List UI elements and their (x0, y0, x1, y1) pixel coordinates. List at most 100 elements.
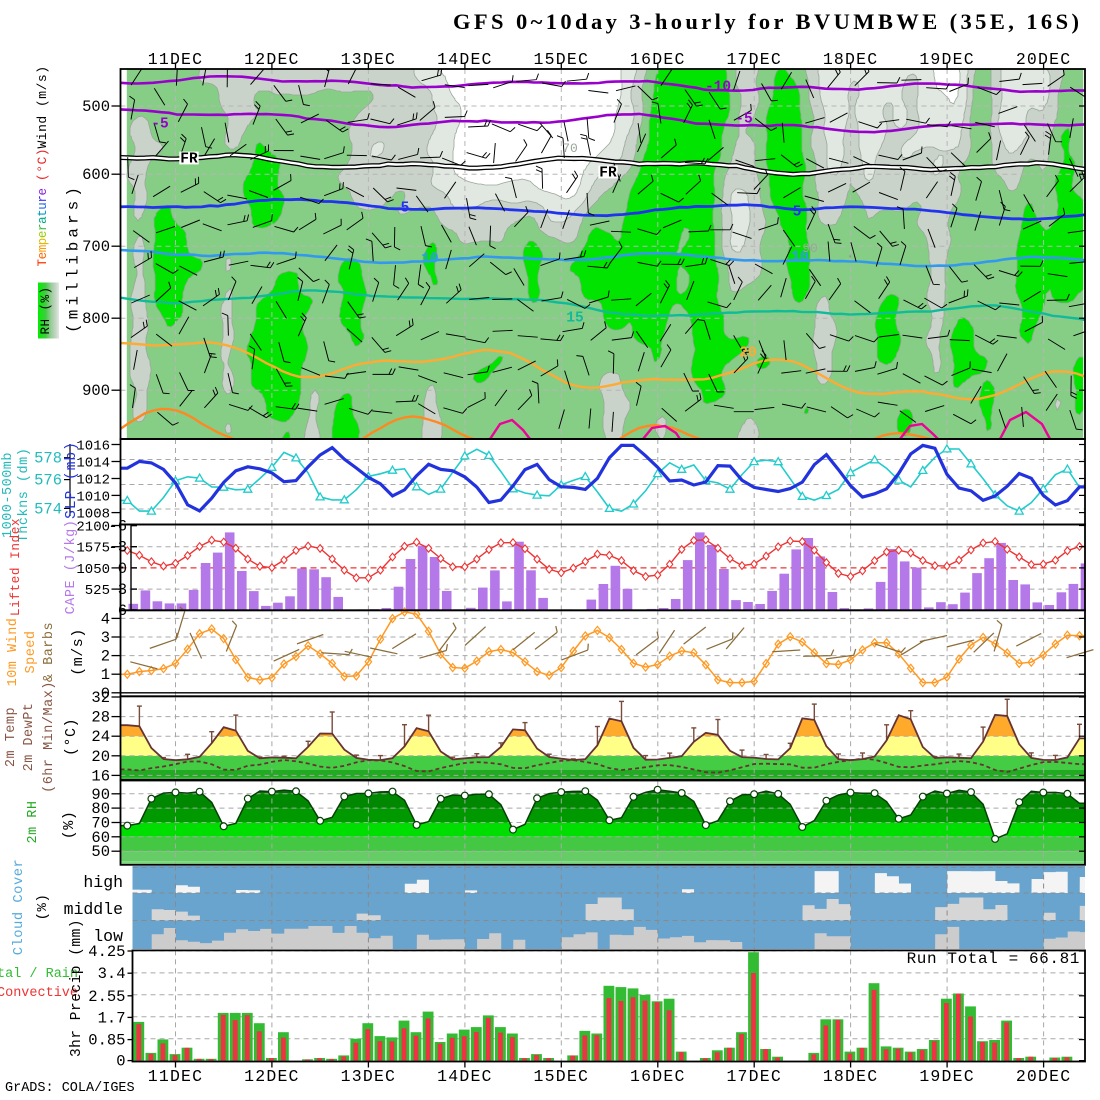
svg-text:70: 70 (91, 815, 110, 833)
svg-text:800: 800 (82, 310, 110, 328)
svg-text:(6hr Min/Max): (6hr Min/Max) (42, 681, 57, 793)
svg-text:90: 90 (91, 786, 110, 804)
svg-text:14DEC: 14DEC (437, 1067, 493, 1086)
svg-text:a: a (36, 216, 50, 224)
svg-text:(m/s): (m/s) (70, 628, 87, 676)
svg-text:10m Wind: 10m Wind (6, 618, 21, 687)
svg-text:574: 574 (34, 500, 62, 518)
svg-text:32: 32 (91, 689, 110, 707)
svg-text:60: 60 (91, 829, 110, 847)
svg-text:Wind (m/s): Wind (m/s) (35, 65, 50, 148)
svg-text:15DEC: 15DEC (534, 50, 590, 69)
svg-text:0: 0 (116, 1053, 125, 1071)
svg-text:2: 2 (101, 648, 110, 666)
svg-text:3.4: 3.4 (98, 965, 126, 983)
svg-text:r: r (36, 223, 50, 231)
svg-text:2.55: 2.55 (88, 988, 125, 1006)
svg-text:900: 900 (82, 382, 110, 400)
svg-text:15: 15 (566, 311, 583, 327)
svg-text:1010: 1010 (76, 489, 110, 505)
svg-text:(°C): (°C) (63, 718, 80, 756)
svg-text:T: T (36, 258, 50, 266)
svg-text:16: 16 (91, 767, 110, 785)
svg-text:4: 4 (101, 610, 110, 628)
svg-text:GFS 0~10day 3-hourly for BVUMB: GFS 0~10day 3-hourly for BVUMBWE (35E, 1… (453, 9, 1082, 34)
svg-text:12DEC: 12DEC (244, 50, 300, 69)
svg-text:-10: -10 (705, 80, 731, 96)
svg-text:18DEC: 18DEC (823, 50, 879, 69)
svg-text:CAPE (J/kg): CAPE (J/kg) (64, 520, 79, 615)
svg-text:11DEC: 11DEC (148, 50, 204, 69)
svg-text:19DEC: 19DEC (919, 50, 975, 69)
svg-text:e: e (36, 230, 50, 238)
svg-text:20: 20 (91, 748, 110, 766)
svg-text:t: t (36, 209, 50, 217)
svg-text:& Barbs: & Barbs (42, 622, 57, 682)
svg-text:2m Temp: 2m Temp (4, 707, 19, 767)
svg-text:-5: -5 (151, 117, 168, 133)
svg-text:70: 70 (562, 141, 578, 156)
svg-text:SLP (mb): SLP (mb) (64, 441, 80, 519)
svg-text:3hr Precip (mm): 3hr Precip (mm) (69, 919, 85, 1057)
svg-text:24: 24 (91, 728, 110, 746)
svg-text:0.85: 0.85 (88, 1032, 125, 1050)
svg-text:18DEC: 18DEC (823, 1067, 879, 1086)
svg-text:13DEC: 13DEC (341, 50, 397, 69)
svg-text:u: u (36, 202, 50, 210)
svg-text:1.7: 1.7 (98, 1009, 126, 1027)
svg-text:1000-500mb: 1000-500mb (1, 452, 16, 538)
svg-text:FR: FR (180, 152, 198, 168)
svg-text:tal / Rain: tal / Rain (0, 967, 78, 982)
svg-text:middle: middle (64, 900, 123, 919)
svg-text:3: 3 (101, 629, 110, 647)
svg-text:p: p (36, 237, 50, 245)
svg-text:low: low (93, 927, 123, 946)
svg-text:4.25: 4.25 (88, 943, 125, 961)
svg-text:20: 20 (739, 346, 756, 362)
svg-text:1012: 1012 (76, 473, 110, 489)
svg-text:e: e (36, 251, 50, 259)
svg-text:20DEC: 20DEC (1016, 50, 1072, 69)
svg-text:Speed: Speed (24, 630, 39, 673)
svg-text:578: 578 (34, 450, 62, 468)
svg-text:14DEC: 14DEC (437, 50, 493, 69)
svg-text:1016: 1016 (76, 439, 110, 455)
svg-text:FR: FR (599, 166, 617, 182)
svg-text:600: 600 (82, 166, 110, 184)
svg-text:28: 28 (91, 709, 110, 727)
svg-text:16DEC: 16DEC (630, 50, 686, 69)
svg-text:6: 6 (118, 602, 127, 620)
svg-text:500: 500 (82, 98, 110, 116)
svg-text:1014: 1014 (76, 456, 110, 472)
svg-text:m: m (36, 244, 50, 252)
svg-text:r: r (36, 195, 50, 203)
svg-text:Lifted Index: Lifted Index (8, 518, 23, 616)
svg-text:19DEC: 19DEC (919, 1067, 975, 1086)
svg-text:11DEC: 11DEC (148, 1067, 204, 1086)
svg-text:-6: -6 (108, 518, 127, 536)
svg-text:1575: 1575 (76, 541, 110, 557)
svg-text:1050: 1050 (76, 562, 110, 578)
svg-text:0: 0 (118, 560, 127, 578)
svg-text:2100: 2100 (76, 520, 110, 536)
svg-text:90: 90 (802, 241, 818, 256)
svg-text:12DEC: 12DEC (244, 1067, 300, 1086)
svg-text:-3: -3 (108, 539, 127, 557)
svg-text:(°C): (°C) (35, 148, 50, 181)
svg-text:700: 700 (82, 238, 110, 256)
svg-text:3: 3 (118, 581, 127, 599)
svg-text:1008: 1008 (76, 507, 110, 523)
svg-text:(%): (%) (35, 894, 51, 921)
svg-text:high: high (83, 873, 123, 892)
svg-text:Convective: Convective (0, 986, 78, 1001)
svg-text:525: 525 (85, 583, 110, 599)
svg-text:5: 5 (793, 205, 802, 221)
svg-text:10: 10 (421, 252, 438, 268)
svg-text:Cloud Cover: Cloud Cover (11, 859, 27, 956)
svg-text:2m DewPt: 2m DewPt (22, 703, 37, 772)
svg-text:10: 10 (791, 250, 808, 266)
svg-text:Run Total = 66.81: Run Total = 66.81 (907, 950, 1080, 968)
svg-text:50: 50 (91, 843, 110, 861)
svg-text:e: e (36, 187, 50, 195)
svg-text:RH (%): RH (%) (39, 286, 53, 334)
